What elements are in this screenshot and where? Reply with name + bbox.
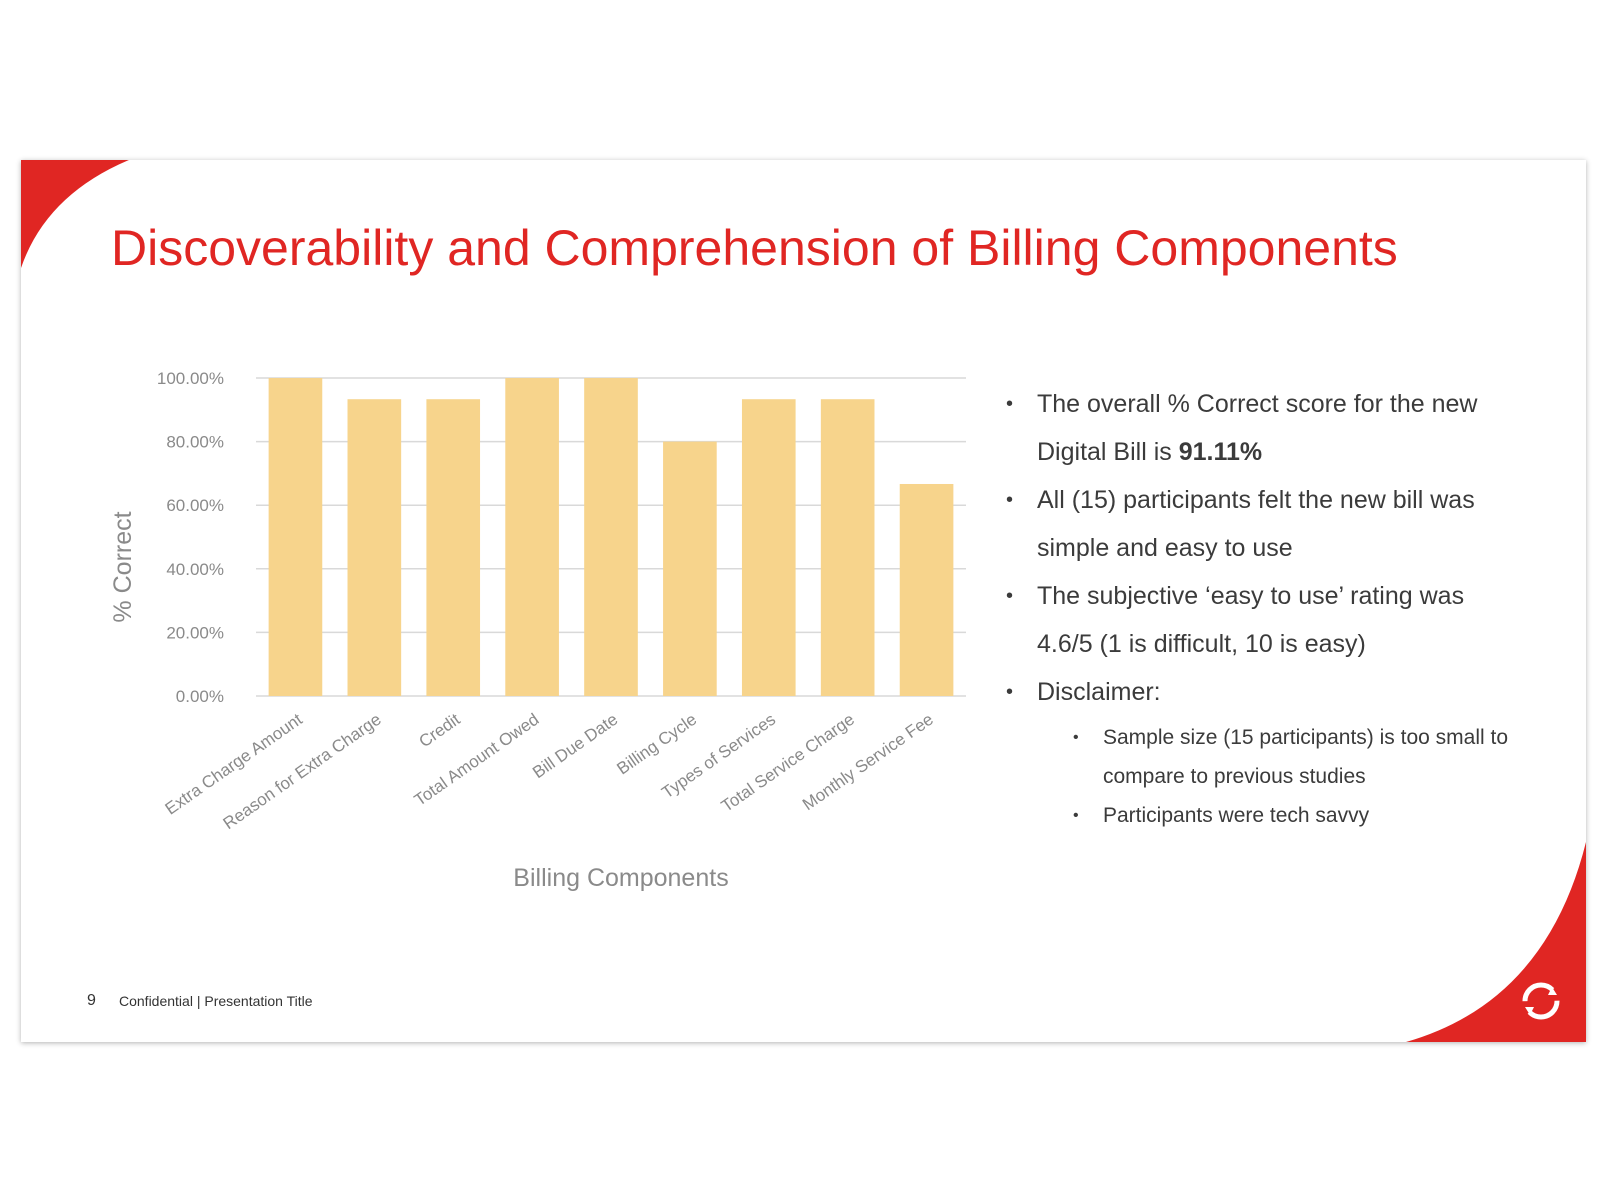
page-number: 9 xyxy=(87,992,96,1009)
slide: Discoverability and Comprehension of Bil… xyxy=(21,160,1586,1042)
footer-label: Confidential | Presentation Title xyxy=(119,993,313,1009)
chart-bars xyxy=(268,378,954,696)
y-tick-label: 40.00% xyxy=(166,560,224,579)
x-tick-label: Monthly Service Fee xyxy=(799,710,937,814)
bar xyxy=(663,441,717,696)
slide-title: Discoverability and Comprehension of Bil… xyxy=(111,220,1398,276)
y-tick-label: 20.00% xyxy=(166,623,224,642)
bar xyxy=(426,399,481,696)
x-tick-label: Credit xyxy=(415,710,463,752)
x-tick-label: Total Service Charge xyxy=(718,710,858,816)
disclaimer-label: Disclaimer: xyxy=(1037,678,1161,706)
bar-chart: 0.00% 20.00% 40.00% 60.00% 80.00% 100.00% Ext… xyxy=(109,369,966,892)
x-axis-title: Billing Components xyxy=(513,864,728,892)
y-axis-title: % Correct xyxy=(109,511,137,622)
finding-overall-score: The overall % Correct score for the new … xyxy=(1006,380,1526,476)
bar xyxy=(268,378,323,696)
bar xyxy=(820,399,875,696)
bar xyxy=(899,483,954,696)
finding-easy-rating: The subjective ‘easy to use’ rating was … xyxy=(1006,572,1526,668)
disclaimer-sublist: Sample size (15 participants) is too sma… xyxy=(1037,718,1526,835)
disclaimer-sample-size: Sample size (15 participants) is too sma… xyxy=(1037,718,1526,796)
x-tick-label: Extra Charge Amount xyxy=(162,710,306,819)
overall-score-value: 91.11% xyxy=(1178,438,1263,466)
finding-overall-score-text: The overall % Correct score for the new … xyxy=(1037,390,1478,466)
y-tick-label: 80.00% xyxy=(166,433,224,452)
bar xyxy=(741,399,796,696)
finding-participants: All (15) participants felt the new bill … xyxy=(1006,476,1526,572)
x-tick-label: Bill Due Date xyxy=(529,710,621,782)
y-axis-ticks: 0.00% 20.00% 40.00% 60.00% 80.00% 100.00% xyxy=(157,369,224,706)
x-tick-label: Reason for Extra Charge xyxy=(220,710,385,833)
y-tick-label: 0.00% xyxy=(176,687,224,706)
bottom-right-red-corner xyxy=(1406,842,1586,1042)
top-left-red-corner xyxy=(21,160,129,268)
finding-disclaimer: Disclaimer: Sample size (15 participants… xyxy=(1006,668,1526,835)
bar xyxy=(347,399,402,696)
circular-arrows-logo-icon xyxy=(1522,982,1560,1020)
y-tick-label: 100.00% xyxy=(157,369,224,388)
bar xyxy=(584,378,638,696)
bar xyxy=(505,378,559,696)
y-tick-label: 60.00% xyxy=(166,496,224,515)
key-findings-list: The overall % Correct score for the new … xyxy=(1006,380,1526,835)
disclaimer-tech-savvy: Participants were tech savvy xyxy=(1037,796,1526,835)
